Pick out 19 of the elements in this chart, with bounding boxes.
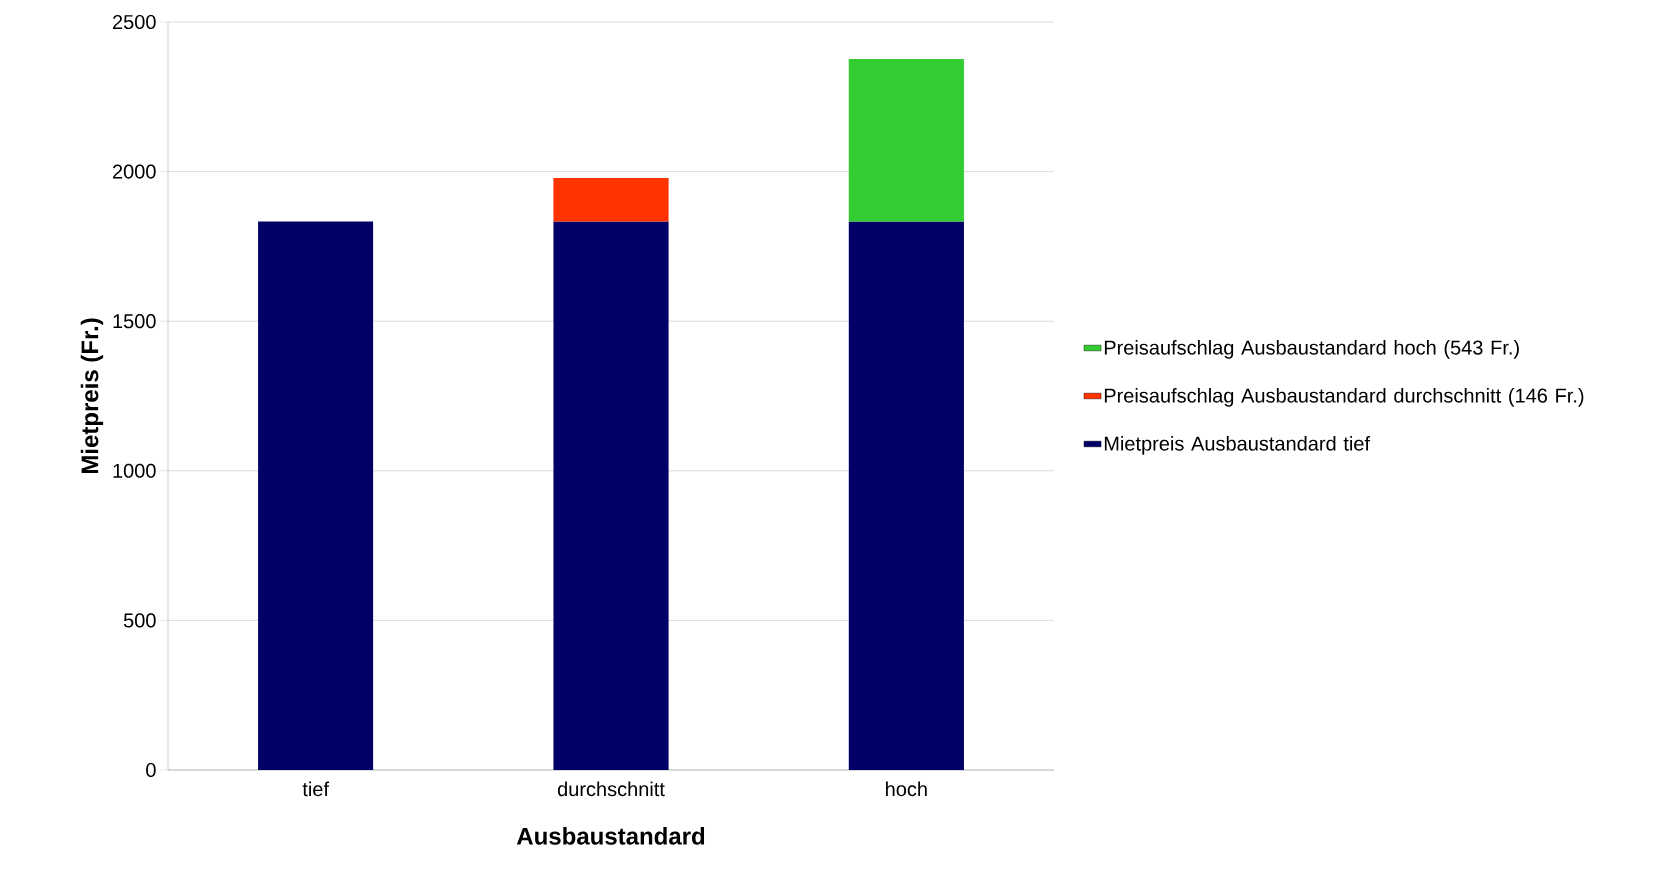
y-tick-label: 500: [123, 613, 156, 628]
y-tick-label: 2500: [112, 14, 156, 30]
bar: [553, 177, 669, 222]
bar: [848, 221, 964, 770]
x-tick-label: hoch: [886, 781, 927, 797]
x-tick-label: durchschnitt: [557, 781, 665, 797]
bar: [848, 59, 964, 222]
y-tick-label: 0: [146, 762, 156, 778]
legend-label: Preisaufschlag Ausbaustandard durchschnitt (146 Fr.): [1104, 388, 1584, 407]
x-tick-label: tief: [302, 781, 330, 797]
bar: [258, 221, 374, 770]
legend-label: Mietpreis Ausbaustandard tief: [1104, 436, 1371, 455]
x-axis-title: Ausbaustandard: [516, 827, 705, 845]
y-tick-label: 1000: [113, 463, 156, 478]
y-tick-label: 2000: [112, 164, 156, 179]
bar: [553, 221, 669, 770]
y-tick-label: 1500: [113, 314, 156, 329]
legend-label: Preisaufschlag Ausbaustandard hoch (543 Fr.): [1104, 340, 1519, 359]
y-axis-title: Mietpreis (Fr.): [80, 318, 104, 474]
